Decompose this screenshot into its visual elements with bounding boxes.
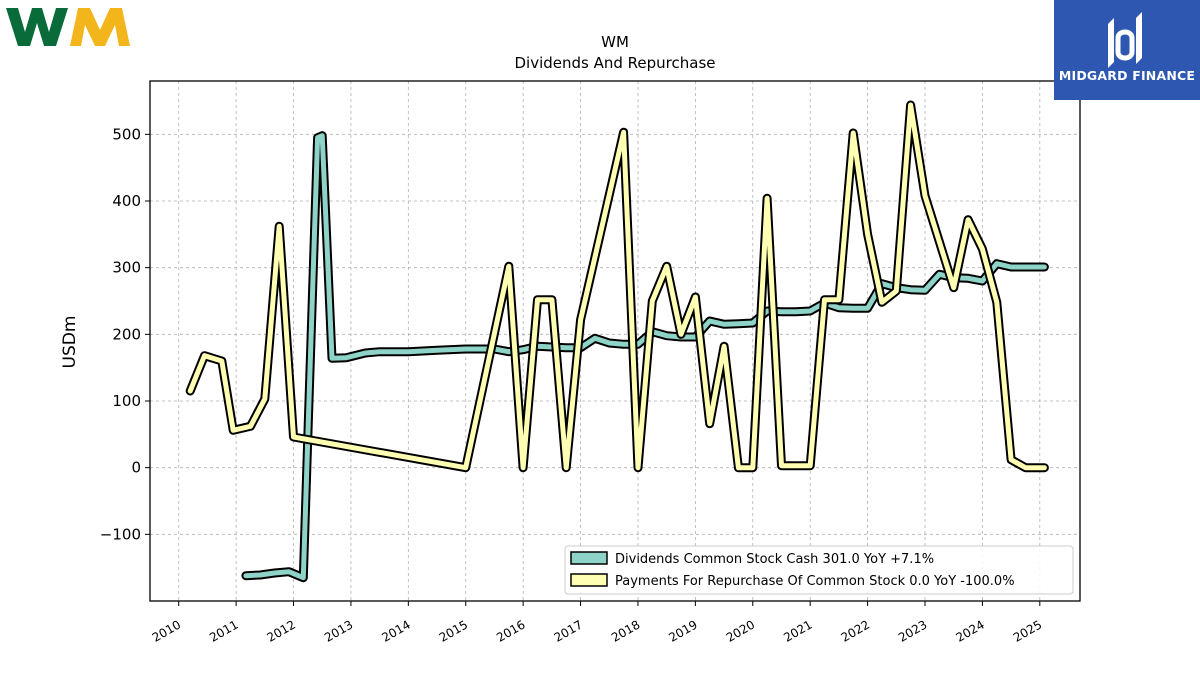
x-tick-label: 2018 <box>609 617 642 644</box>
x-tick-label: 2020 <box>724 617 757 644</box>
x-tick-label: 2015 <box>437 617 470 644</box>
x-tick-label: 2017 <box>552 617 585 644</box>
x-tick-label: 2025 <box>1011 617 1044 644</box>
legend: Dividends Common Stock Cash 301.0 YoY +7… <box>564 545 1074 595</box>
x-tick-label: 2021 <box>781 617 814 644</box>
y-tick-label: 0 <box>131 459 141 477</box>
chart-subtitle: Dividends And Repurchase <box>514 54 715 72</box>
y-tick-label: 400 <box>112 192 141 210</box>
x-tick-label: 2022 <box>839 617 872 644</box>
y-tick-label: 300 <box>112 259 141 277</box>
x-tick-label: 2012 <box>265 617 298 644</box>
legend-label-dividends: Dividends Common Stock Cash 301.0 YoY +7… <box>615 552 934 567</box>
waste-management-logo <box>4 4 140 56</box>
midgard-finance-logo: MIDGARD FINANCE <box>1054 0 1200 100</box>
y-tick-label: 100 <box>112 392 141 410</box>
legend-box <box>564 545 1074 595</box>
midgard-finance-logo-text: MIDGARD FINANCE <box>1058 68 1196 83</box>
x-tick-label: 2016 <box>494 617 527 644</box>
legend-swatch-repurchase <box>570 573 608 587</box>
x-tick-label: 2019 <box>666 617 699 644</box>
plot-series <box>185 100 1049 583</box>
legend-label-repurchase: Payments For Repurchase Of Common Stock … <box>615 574 1015 589</box>
y-axis-label: USDm <box>60 316 80 369</box>
grid-lines <box>150 81 1080 601</box>
x-tick-label: 2011 <box>207 617 240 644</box>
x-tick-label: 2010 <box>150 617 183 644</box>
series-dividends-line <box>243 133 1047 581</box>
plot-frame <box>149 80 1081 602</box>
x-tick-label: 2023 <box>896 617 929 644</box>
y-tick-label: 200 <box>112 325 141 343</box>
series-repurchase-line <box>187 102 1047 471</box>
x-tick-label: 2013 <box>322 617 355 644</box>
y-tick-label: −100 <box>100 525 141 543</box>
chart-title: WM <box>601 33 629 51</box>
y-tick-label: 500 <box>112 125 141 143</box>
legend-swatch-dividends <box>570 551 608 565</box>
x-tick-label: 2024 <box>953 617 986 644</box>
x-tick-label: 2014 <box>379 617 412 644</box>
